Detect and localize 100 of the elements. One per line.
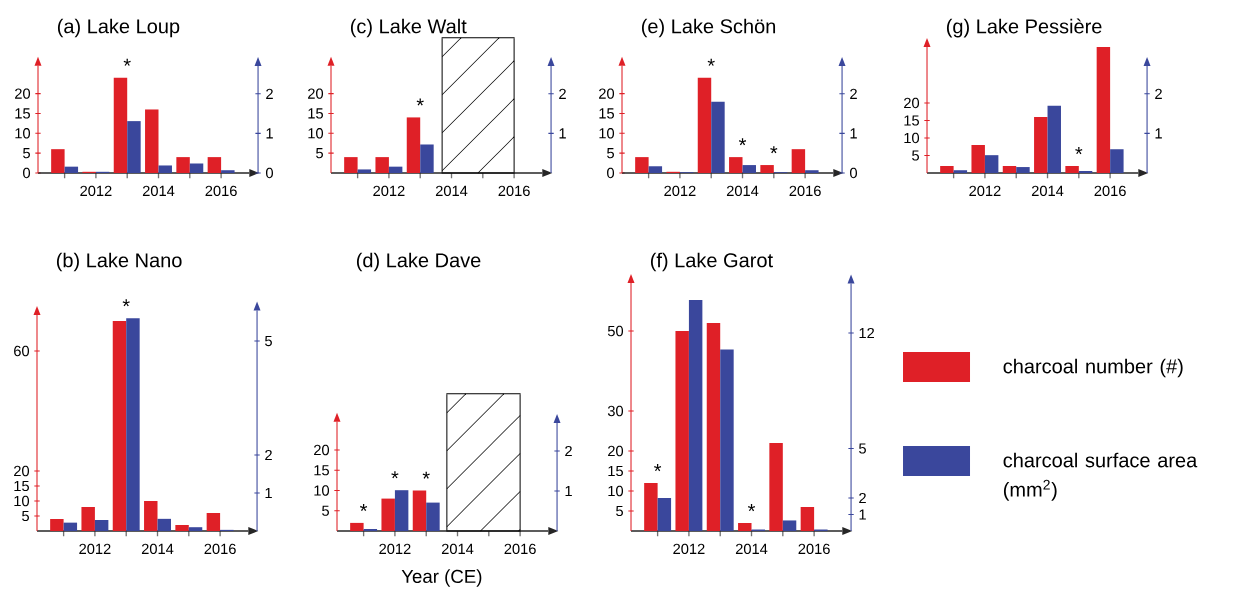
bar <box>145 109 159 173</box>
data-label: * <box>391 471 399 479</box>
x-tick-label: 2014 <box>1031 185 1064 197</box>
x-tick-label: 2016 <box>498 185 530 197</box>
bar <box>144 501 158 531</box>
bar <box>800 507 815 531</box>
bar <box>769 443 783 531</box>
data-label: * <box>738 138 747 146</box>
x-tick-label: 2014 <box>142 185 175 197</box>
y2-tick-label: 2 <box>859 492 866 504</box>
x-tick-label: 2016 <box>504 543 536 555</box>
bar <box>760 165 774 173</box>
y-tick-label: 10 <box>314 485 330 496</box>
x-tick-label: 2016 <box>789 185 821 197</box>
y-tick-label: 10 <box>15 128 31 139</box>
y2-tick-label: 1 <box>1155 128 1162 139</box>
y2-tick-label: 1 <box>850 128 857 139</box>
bar <box>158 165 172 173</box>
chart-title: (a) Lake Loup <box>57 18 180 38</box>
y-tick-label: 10 <box>599 128 615 139</box>
y-tick-label: 0 <box>607 167 615 179</box>
y-tick-label: 20 <box>314 444 330 456</box>
x-tick-label: 2014 <box>141 543 174 555</box>
data-label: * <box>123 58 131 66</box>
y-tick-label: 15 <box>608 465 623 477</box>
data-label: * <box>707 58 715 66</box>
y2-tick-label: 0 <box>850 167 858 179</box>
data-label: * <box>1075 147 1083 155</box>
y-tick-label: 5 <box>616 505 623 517</box>
y-tick-label: 20 <box>308 88 324 99</box>
y2-tick-label: 2 <box>565 445 572 457</box>
chart-title: (c) Lake Walt <box>350 18 467 38</box>
bar <box>51 149 65 173</box>
x-tick-label: 2012 <box>79 543 111 555</box>
x-tick-label: 2014 <box>435 185 468 197</box>
legend-label: charcoal surface area (mm$^{2}$) <box>1003 452 1198 501</box>
bar <box>207 157 222 173</box>
x-axis-title: Year (CE) <box>401 569 482 587</box>
y-tick-label: 5 <box>607 148 614 159</box>
x-tick-label: 2014 <box>726 185 759 197</box>
y-tick-label: 15 <box>308 108 323 119</box>
data-label: * <box>770 146 778 154</box>
data-label: * <box>416 98 424 106</box>
y2-tick-label: 2 <box>559 88 566 99</box>
legend-label: charcoal number (#) <box>1003 358 1183 378</box>
y-tick-label: 60 <box>14 345 30 357</box>
y-tick-label: 30 <box>607 405 624 417</box>
bar <box>738 523 752 531</box>
bar <box>782 520 797 531</box>
bar <box>635 157 649 173</box>
bar <box>357 169 372 173</box>
y2-tick-label: 2 <box>266 88 273 99</box>
y-tick-label: 15 <box>599 108 614 119</box>
y-tick-label: 5 <box>23 148 30 159</box>
x-tick-label: 2012 <box>379 543 411 555</box>
bar <box>1065 166 1079 173</box>
y-tick-label: 0 <box>23 167 31 179</box>
y-tick-label: 10 <box>608 485 624 497</box>
y-tick-label: 20 <box>15 88 31 99</box>
x-tick-label: 2012 <box>664 185 696 197</box>
y2-tick-label: 2 <box>1155 88 1162 99</box>
bar <box>81 507 95 531</box>
data-label: * <box>747 504 756 512</box>
y2-tick-label: 1 <box>559 128 566 139</box>
chart-title: (b) Lake Nano <box>56 252 182 272</box>
data-label: * <box>654 464 662 472</box>
y-tick-label: 15 <box>15 108 30 119</box>
y-tick-label: 10 <box>904 132 920 144</box>
y2-tick-label: 1 <box>565 485 572 497</box>
x-tick-label: 2012 <box>673 543 705 555</box>
x-tick-label: 2012 <box>969 185 1001 197</box>
bar <box>1110 149 1124 173</box>
y2-tick-label: 1 <box>265 487 272 499</box>
data-label: * <box>360 504 368 512</box>
y2-tick-label: 2 <box>265 449 272 461</box>
y-tick-label: 20 <box>599 88 615 99</box>
y-tick-label: 5 <box>22 510 29 522</box>
y-tick-label: 10 <box>14 495 30 507</box>
x-tick-label: 2016 <box>204 543 236 555</box>
x-tick-label: 2014 <box>441 543 474 555</box>
y-tick-label: 10 <box>308 128 324 139</box>
y-tick-label: 20 <box>14 465 30 477</box>
bar <box>805 170 819 173</box>
y-tick-label: 50 <box>607 325 624 337</box>
bar <box>206 513 221 531</box>
chart-title: (d) Lake Dave <box>356 252 481 272</box>
chart-title: (e) Lake Schön <box>641 18 776 38</box>
y-tick-label: 5 <box>912 150 920 161</box>
y2-tick-label: 1 <box>859 509 866 520</box>
bar <box>221 170 235 173</box>
y2-tick-label: 1 <box>266 128 273 139</box>
x-tick-label: 2016 <box>1094 185 1126 197</box>
y2-tick-label: 12 <box>859 327 875 339</box>
x-tick-label: 2012 <box>373 185 405 197</box>
x-tick-label: 2014 <box>735 543 768 555</box>
y2-tick-label: 5 <box>265 335 272 347</box>
y-tick-label: 15 <box>904 115 920 126</box>
bar <box>940 166 954 173</box>
bar <box>1096 46 1111 173</box>
y-tick-label: 15 <box>314 465 329 476</box>
